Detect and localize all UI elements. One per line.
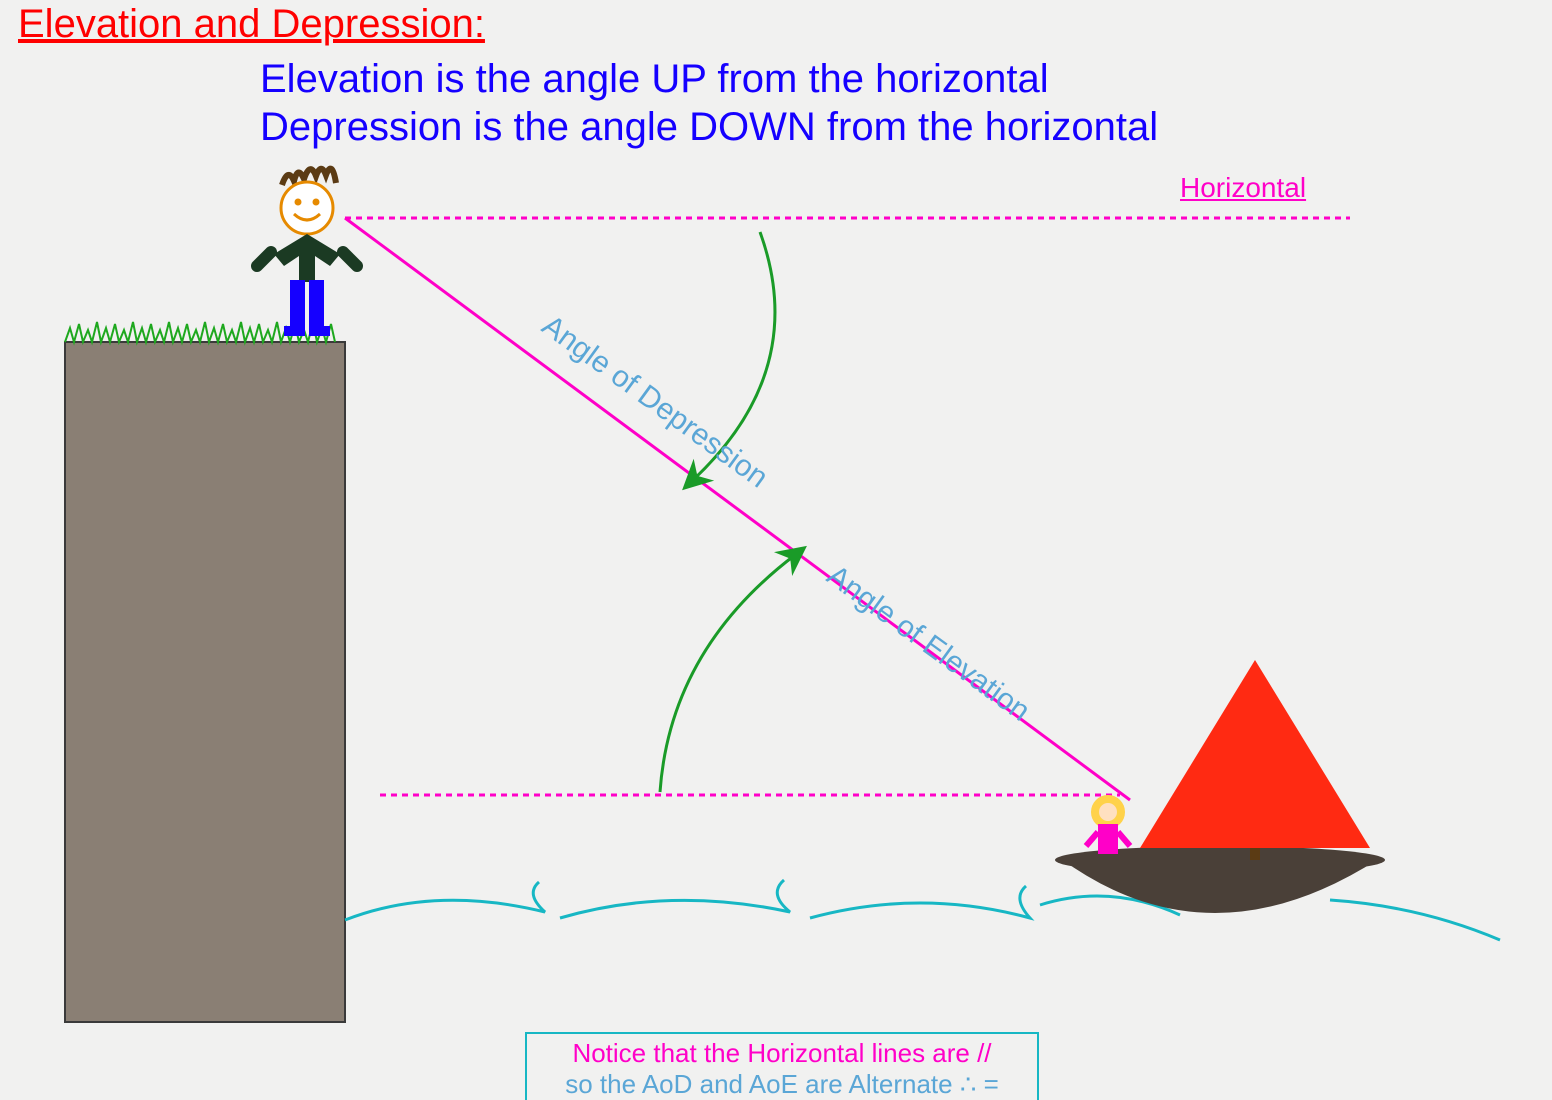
diagram-stage: Elevation and Depression: Elevation is t… [0,0,1552,1100]
boat [1055,660,1385,913]
callout-line-2: so the AoD and AoE are Alternate ∴ = [537,1069,1027,1100]
elevation-arc [660,555,795,792]
cliff-rect [65,342,345,1022]
diagram-svg: Angle of Depression Angle of Elevation [0,0,1552,1100]
callout-line-1: Notice that the Horizontal lines are // [537,1038,1027,1069]
depression-label: Angle of Depression [536,309,774,495]
person-on-cliff [257,169,357,336]
water-waves [345,880,1500,940]
elevation-label: Angle of Elevation [821,559,1036,728]
person-on-boat [1086,799,1130,854]
callout-box: Notice that the Horizontal lines are // … [525,1032,1039,1100]
